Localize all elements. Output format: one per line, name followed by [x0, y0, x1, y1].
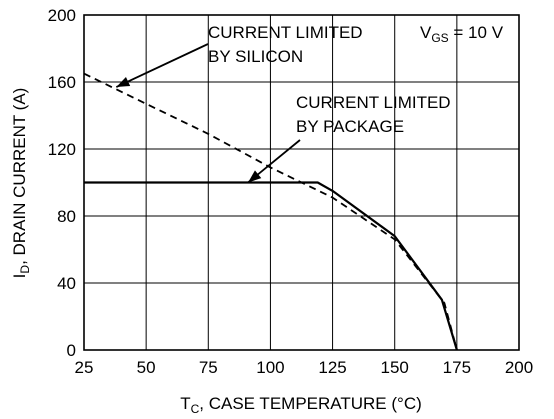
series-line-package-limit — [84, 181, 458, 351]
x-tick-label: 100 — [256, 358, 284, 377]
y-axis-title-sub: D — [18, 265, 32, 274]
y-tick-label: 120 — [48, 140, 76, 159]
y-tick-label: 160 — [48, 73, 76, 92]
annotation-vgs: VGS = 10 V — [420, 23, 504, 45]
y-tick-label: 40 — [57, 274, 76, 293]
y-tick-label: 200 — [48, 6, 76, 25]
annotation-package-line1: CURRENT LIMITED — [296, 93, 451, 112]
y-axis-title-rest: , DRAIN CURRENT (A) — [10, 88, 29, 265]
annotation-silicon-line2: BY SILICON — [208, 47, 303, 66]
y-axis-title-main: I — [10, 274, 29, 279]
annotation-vgs-sub: GS — [431, 31, 448, 45]
x-tick-label: 150 — [381, 358, 409, 377]
x-axis-title-sub: C — [191, 402, 200, 416]
y-tick-label: 0 — [67, 341, 76, 360]
x-tick-label: 125 — [318, 358, 346, 377]
x-tick-label: 25 — [75, 358, 94, 377]
y-tick-label: 80 — [57, 207, 76, 226]
annotation-vgs-rest: = 10 V — [449, 23, 504, 42]
arrow-package — [247, 139, 301, 184]
y-axis-title: ID, DRAIN CURRENT (A) — [10, 88, 32, 279]
x-tick-label: 200 — [505, 358, 533, 377]
annotation-package-line2: BY PACKAGE — [296, 117, 404, 136]
series-layer — [83, 72, 458, 351]
x-axis-title-rest: , CASE TEMPERATURE (°C) — [199, 394, 421, 413]
annotation-arrows — [115, 43, 301, 184]
plot-frame — [83, 14, 520, 351]
tick-labels: 25 50 75 100 125 150 175 200 0 40 80 120 160 200 — [48, 6, 534, 377]
arrow-silicon — [115, 43, 209, 88]
x-axis-title-main: T — [180, 394, 190, 413]
x-axis-title: TC, CASE TEMPERATURE (°C) — [180, 394, 422, 416]
x-tick-label: 75 — [199, 358, 218, 377]
annotation-vgs-main: V — [420, 23, 432, 42]
annotation-silicon-line1: CURRENT LIMITED — [208, 23, 363, 42]
x-tick-label: 175 — [443, 358, 471, 377]
x-tick-label: 50 — [137, 358, 156, 377]
grid-lines — [84, 15, 519, 350]
